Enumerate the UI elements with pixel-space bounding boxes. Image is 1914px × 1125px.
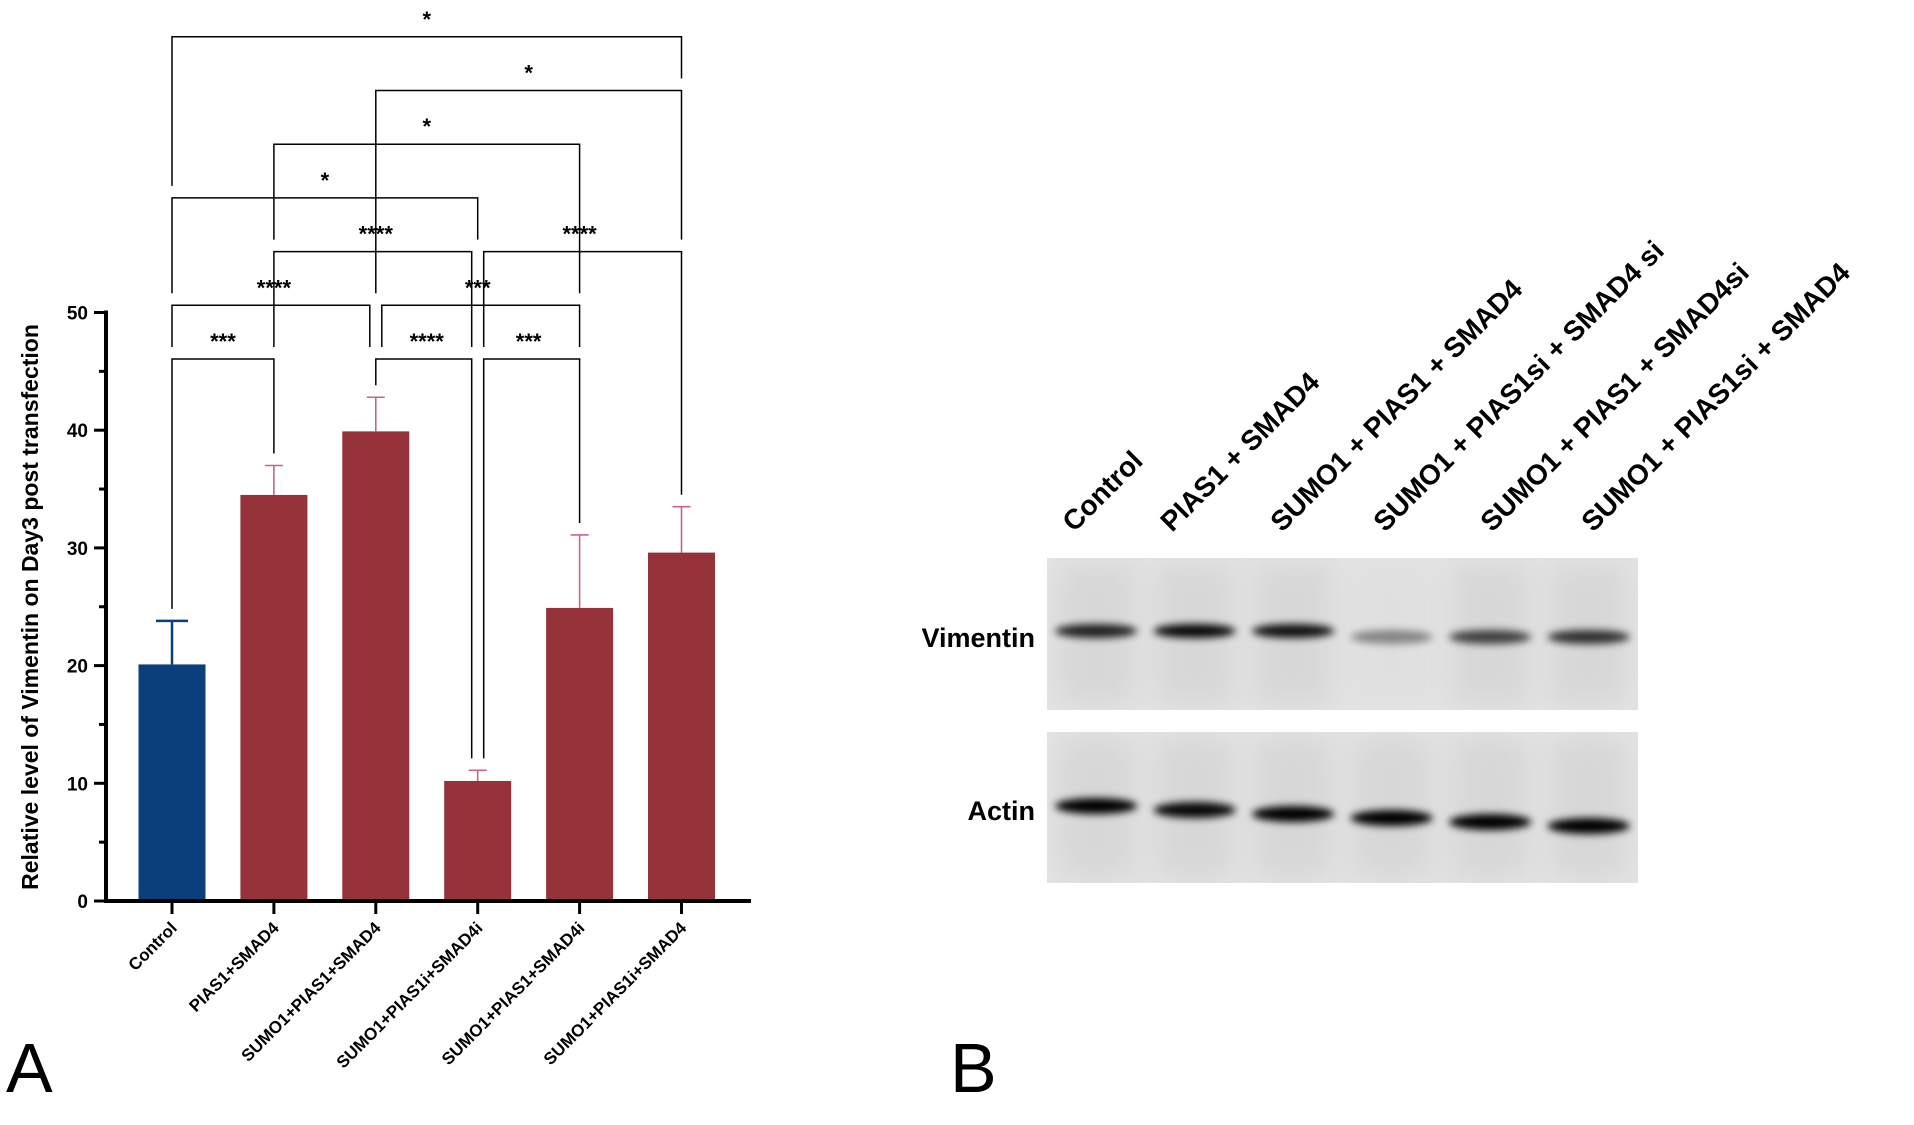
bar (444, 780, 512, 899)
significance-bracket: * (171, 168, 479, 294)
bar (240, 494, 308, 899)
bar-group (648, 505, 715, 899)
bars (138, 396, 715, 899)
significance-label: **** (410, 329, 445, 354)
bar-group (342, 396, 410, 899)
significance-bracket: **** (482, 222, 683, 495)
significance-bracket: * (273, 114, 581, 294)
y-axis-title: Relative level of Vimentin on Day3 post … (17, 324, 43, 890)
x-tick-label: Control (125, 918, 181, 974)
significance-bracket: *** (482, 329, 581, 759)
lane-smear (1451, 736, 1530, 879)
significance-brackets: *** **** ******* ******* ******** (171, 7, 683, 759)
protein-band (1350, 810, 1433, 826)
significance-bracket: **** (375, 329, 473, 759)
y-tick-label: 20 (67, 657, 88, 678)
significance-label: * (422, 7, 431, 32)
protein-band (1252, 624, 1335, 638)
bar (138, 664, 206, 899)
panel-label-b: B (950, 1029, 997, 1107)
significance-label: *** (465, 275, 491, 300)
bar (342, 431, 410, 899)
panel-label-a: A (6, 1029, 53, 1107)
y-tick-label: 10 (67, 774, 88, 795)
bar-group (138, 619, 206, 899)
protein-band (1153, 802, 1236, 818)
blot-content (1055, 736, 1630, 879)
lane-label: Control (1056, 445, 1148, 537)
lane-smear (1549, 736, 1628, 879)
bracket-line (482, 250, 683, 495)
blot-actin: Actin (968, 732, 1638, 883)
bracket-line (171, 304, 371, 347)
significance-bracket: **** (171, 275, 371, 347)
blot-background (1047, 558, 1638, 710)
protein-band (1055, 798, 1138, 814)
protein-band (1449, 630, 1532, 644)
y-tick-label: 40 (67, 421, 88, 442)
protein-band (1547, 818, 1630, 834)
significance-label: * (524, 61, 533, 86)
bar-group (444, 769, 512, 899)
significance-bracket: *** (381, 275, 581, 347)
bracket-line (273, 143, 581, 294)
bar (546, 607, 614, 899)
bar-group (240, 464, 308, 899)
significance-label: * (321, 168, 330, 193)
significance-bracket: * (375, 61, 683, 294)
protein-band (1449, 814, 1532, 830)
significance-bracket: *** (171, 329, 275, 609)
significance-label: *** (210, 329, 236, 354)
significance-label: * (422, 114, 431, 139)
y-tick-label: 50 (67, 304, 88, 325)
bar-chart-panel-a: A Relative level of Vimentin on Day3 pos… (6, 7, 751, 1107)
blot-content (1055, 562, 1630, 706)
blot-background (1047, 732, 1638, 883)
bar-group (546, 534, 614, 899)
protein-band (1350, 630, 1433, 644)
y-tick-label: 0 (77, 892, 88, 913)
blot-images: Vimentin Actin (921, 558, 1638, 883)
y-tick-label: 30 (67, 539, 88, 560)
protein-band (1252, 806, 1335, 822)
protein-band (1153, 624, 1236, 638)
bracket-line (482, 358, 581, 759)
significance-label: *** (516, 329, 542, 354)
bracket-line (171, 36, 683, 186)
bracket-line (375, 89, 683, 294)
blot-row-label: Vimentin (921, 623, 1035, 653)
bracket-line (171, 197, 479, 294)
blot-row-label: Actin (968, 796, 1036, 826)
protein-band (1055, 624, 1138, 638)
protein-band (1547, 630, 1630, 644)
bar (648, 552, 715, 899)
x-tick-label: PIAS1+SMAD4 (185, 918, 283, 1016)
bracket-line (171, 358, 275, 609)
bracket-line (273, 250, 473, 347)
blot-vimentin: Vimentin (921, 558, 1638, 710)
bracket-line (381, 304, 581, 347)
lane-smear (1352, 736, 1431, 879)
bracket-line (375, 358, 473, 759)
significance-bracket: * (171, 7, 683, 186)
